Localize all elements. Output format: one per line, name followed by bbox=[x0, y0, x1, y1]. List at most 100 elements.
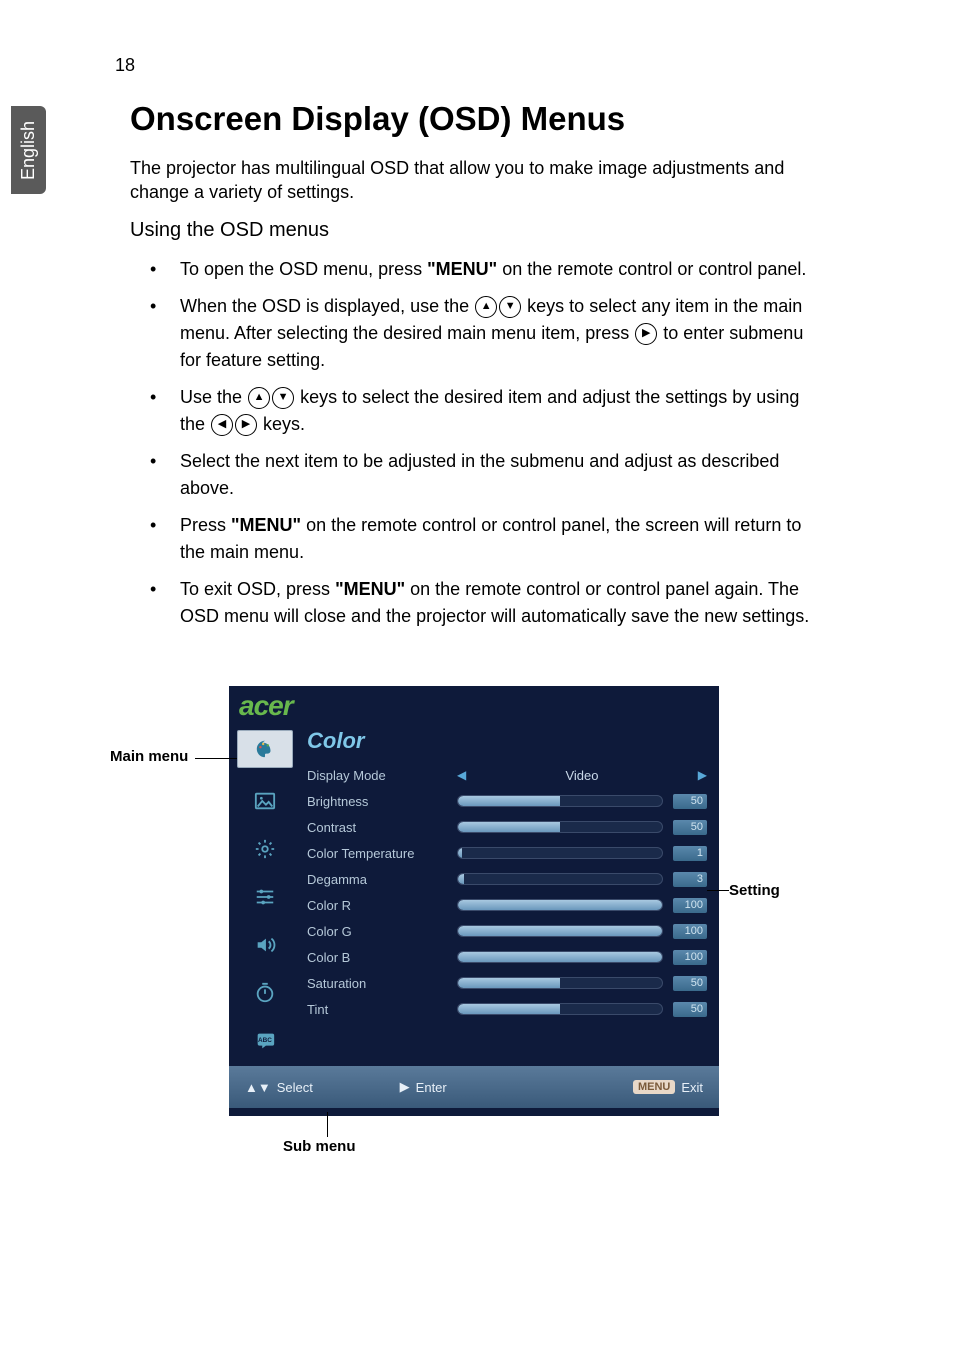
slider-fill bbox=[458, 952, 662, 962]
footer-enter-label: Enter bbox=[416, 1080, 447, 1095]
menu-pill: MENU bbox=[633, 1080, 675, 1094]
timer-menu-icon[interactable] bbox=[247, 978, 283, 1008]
osd-item-control[interactable]: 3 bbox=[457, 872, 707, 887]
right-key-icon: ▶ bbox=[635, 323, 657, 345]
osd-item-row[interactable]: Degamma 3 bbox=[307, 866, 707, 892]
osd-item-control[interactable]: 1 bbox=[457, 846, 707, 861]
osd-item-row[interactable]: Tint 50 bbox=[307, 996, 707, 1022]
svg-text:ABC: ABC bbox=[258, 1037, 272, 1044]
updown-icon: ▲▼ bbox=[245, 1080, 271, 1095]
slider-track[interactable] bbox=[457, 1003, 663, 1015]
color-menu-icon[interactable] bbox=[237, 730, 293, 768]
intro-paragraph: The projector has multilingual OSD that … bbox=[130, 156, 820, 205]
list-item: Select the next item to be adjusted in t… bbox=[130, 448, 820, 502]
text: Press bbox=[180, 515, 231, 535]
osd-item-label: Color R bbox=[307, 898, 457, 913]
slider-fill bbox=[458, 848, 462, 858]
slider-track[interactable] bbox=[457, 925, 663, 937]
text: To exit OSD, press bbox=[180, 579, 335, 599]
left-key-icon: ◀ bbox=[211, 414, 233, 436]
list-item: To open the OSD menu, press "MENU" on th… bbox=[130, 256, 820, 283]
instruction-list: To open the OSD menu, press "MENU" on th… bbox=[130, 256, 820, 630]
osd-item-label: Color G bbox=[307, 924, 457, 939]
osd-item-control[interactable]: ◀ Video ▶ bbox=[457, 768, 707, 783]
footer-select-label: Select bbox=[277, 1080, 313, 1095]
osd-item-row[interactable]: Color Temperature1 bbox=[307, 840, 707, 866]
audio-menu-icon[interactable] bbox=[247, 930, 283, 960]
slider-track[interactable] bbox=[457, 977, 663, 989]
callout-line bbox=[707, 890, 729, 891]
osd-item-label: Color B bbox=[307, 950, 457, 965]
slider-track[interactable] bbox=[457, 847, 663, 859]
language-label: English bbox=[18, 120, 39, 179]
slider-fill bbox=[458, 822, 560, 832]
image-menu-icon[interactable] bbox=[247, 786, 283, 816]
osd-item-row[interactable]: Saturation 50 bbox=[307, 970, 707, 996]
slider-fill bbox=[458, 796, 560, 806]
slider-track[interactable] bbox=[457, 951, 663, 963]
list-item: To exit OSD, press "MENU" on the remote … bbox=[130, 576, 820, 630]
section-heading: Using the OSD menus bbox=[130, 219, 820, 242]
submenu-title: Color bbox=[307, 728, 707, 754]
list-item: Press "MENU" on the remote control or co… bbox=[130, 512, 820, 566]
osd-item-row[interactable]: Display Mode◀Video▶ bbox=[307, 762, 707, 788]
callout-line bbox=[195, 758, 237, 759]
slider-value: 1 bbox=[673, 846, 707, 861]
list-item: Use the ▲▼ keys to select the desired it… bbox=[130, 384, 820, 438]
osd-item-row[interactable]: Color G 100 bbox=[307, 918, 707, 944]
menu-key-label: "MENU" bbox=[231, 515, 301, 535]
osd-item-label: Degamma bbox=[307, 872, 457, 887]
osd-diagram: acer bbox=[115, 686, 835, 1166]
left-arrow-icon[interactable]: ◀ bbox=[457, 768, 466, 782]
osd-item-row[interactable]: Contrast 50 bbox=[307, 814, 707, 840]
osd-window: acer bbox=[229, 686, 719, 1116]
up-key-icon: ▲ bbox=[248, 387, 270, 409]
osd-item-row[interactable]: Brightness50 bbox=[307, 788, 707, 814]
osd-item-row[interactable]: Color B 100 bbox=[307, 944, 707, 970]
osd-item-control[interactable]: 50 bbox=[457, 794, 707, 809]
down-key-icon: ▼ bbox=[499, 296, 521, 318]
slider-value: 100 bbox=[673, 924, 707, 939]
slider-value: 3 bbox=[673, 872, 707, 887]
setting-menu-icon[interactable] bbox=[247, 882, 283, 912]
language-menu-icon[interactable]: ABC bbox=[247, 1026, 283, 1056]
page-content: Onscreen Display (OSD) Menus The project… bbox=[130, 100, 820, 640]
page-title: Onscreen Display (OSD) Menus bbox=[130, 100, 820, 138]
osd-body: ABC Color Display Mode◀Video▶Brightness5… bbox=[229, 722, 719, 1066]
osd-item-control[interactable]: 50 bbox=[457, 1002, 707, 1017]
slider-value: 100 bbox=[673, 950, 707, 965]
slider-value: 100 bbox=[673, 898, 707, 913]
slider-track[interactable] bbox=[457, 821, 663, 833]
slider-fill bbox=[458, 926, 662, 936]
osd-item-control[interactable]: 100 bbox=[457, 950, 707, 965]
slider-track[interactable] bbox=[457, 899, 663, 911]
management-menu-icon[interactable] bbox=[247, 834, 283, 864]
osd-item-label: Brightness bbox=[307, 794, 457, 809]
osd-item-control[interactable]: 100 bbox=[457, 898, 707, 913]
osd-item-label: Saturation bbox=[307, 976, 457, 991]
page-number: 18 bbox=[115, 55, 135, 76]
slider-value: 50 bbox=[673, 820, 707, 835]
slider-value: 50 bbox=[673, 976, 707, 991]
osd-footer: ▲▼ Select ▶ Enter MENU Exit bbox=[229, 1066, 719, 1108]
slider-track[interactable] bbox=[457, 873, 663, 885]
osd-item-control[interactable]: 100 bbox=[457, 924, 707, 939]
callout-line bbox=[327, 1112, 328, 1137]
osd-submenu: Color Display Mode◀Video▶Brightness50Con… bbox=[301, 722, 719, 1066]
right-icon: ▶ bbox=[400, 1079, 410, 1095]
selector-value: Video bbox=[476, 768, 688, 783]
callout-setting: Setting bbox=[729, 882, 780, 899]
text: on the remote control or control panel. bbox=[497, 259, 806, 279]
menu-key-label: "MENU" bbox=[427, 259, 497, 279]
osd-item-control[interactable]: 50 bbox=[457, 976, 707, 991]
text: Use the bbox=[180, 387, 247, 407]
slider-track[interactable] bbox=[457, 795, 663, 807]
right-arrow-icon[interactable]: ▶ bbox=[698, 768, 707, 782]
osd-item-label: Tint bbox=[307, 1002, 457, 1017]
down-key-icon: ▼ bbox=[272, 387, 294, 409]
osd-item-row[interactable]: Color R 100 bbox=[307, 892, 707, 918]
osd-item-control[interactable]: 50 bbox=[457, 820, 707, 835]
osd-main-menu: ABC bbox=[229, 722, 301, 1066]
slider-value: 50 bbox=[673, 1002, 707, 1017]
osd-item-label: Contrast bbox=[307, 820, 457, 835]
